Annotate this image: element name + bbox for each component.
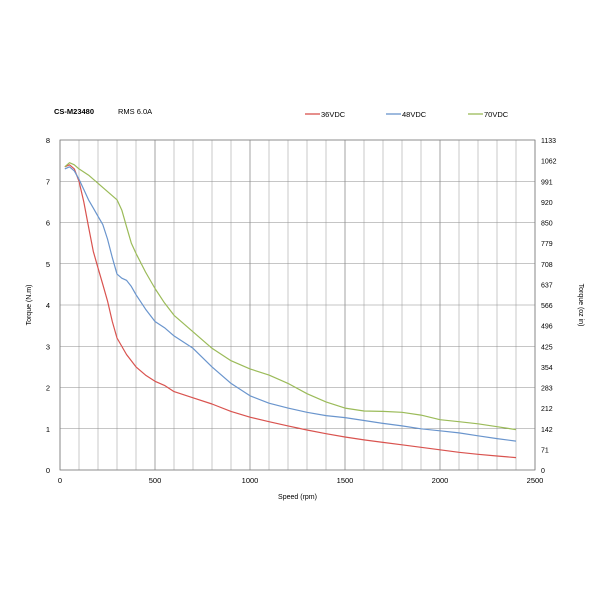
legend-label-36vdc: 36VDC	[321, 110, 346, 119]
model-label: CS-M23480	[54, 107, 95, 116]
y2-tick-label: 991	[541, 179, 553, 186]
y2-tick-label: 779	[541, 241, 553, 248]
y2-tick-label: 142	[541, 427, 553, 434]
y-tick-label: 0	[46, 466, 50, 475]
x-tick-label: 1000	[242, 476, 259, 485]
y-tick-label: 1	[46, 425, 50, 434]
x-tick-label: 1500	[337, 476, 354, 485]
x-tick-label: 2500	[527, 476, 544, 485]
series-layer	[64, 162, 517, 459]
y2-tick-label: 637	[541, 282, 553, 289]
y2-tick-label: 425	[541, 344, 553, 351]
x-axis-title: Speed (rpm)	[278, 494, 317, 501]
y-tick-label: 2	[46, 384, 50, 393]
grid-layer	[59, 139, 536, 471]
y-tick-label: 4	[46, 301, 50, 310]
y2-tick-label: 496	[541, 324, 553, 331]
y-axis-title: Torque (N.m)	[26, 285, 33, 326]
y-tick-label: 7	[46, 177, 50, 186]
x-tick-label: 2000	[432, 476, 449, 485]
y2-tick-label: 354	[541, 365, 553, 372]
y2-tick-label: 212	[541, 406, 553, 413]
series-line-36vdc	[64, 164, 517, 459]
y2-tick-label: 708	[541, 262, 553, 269]
y2-tick-label: 1133	[541, 138, 556, 145]
axis-layer: 0 500 1000 1500 2000 250001234567807114221228…	[26, 136, 584, 501]
legend: 36VDC 48VDC 70VDC	[305, 110, 509, 119]
x-tick-label: 0	[58, 476, 62, 485]
legend-label-48vdc: 48VDC	[402, 110, 427, 119]
y-tick-label: 6	[46, 219, 50, 228]
y-tick-label: 3	[46, 342, 50, 351]
y2-tick-label: 283	[541, 386, 553, 393]
series-line-48vdc	[64, 166, 517, 442]
plot-area-border	[59, 139, 536, 471]
legend-label-70vdc: 70VDC	[484, 110, 509, 119]
y2-axis-title: Torque (oz in)	[577, 284, 584, 327]
x-tick-label: 500	[149, 476, 162, 485]
y2-tick-label: 566	[541, 303, 553, 310]
y-tick-label: 5	[46, 260, 50, 269]
y2-tick-label: 71	[541, 447, 549, 454]
y2-tick-label: 1062	[541, 159, 557, 166]
y-tick-label: 8	[46, 136, 50, 145]
y2-tick-label: 0	[541, 468, 545, 475]
y2-tick-label: 920	[541, 200, 553, 207]
y2-tick-label: 850	[541, 221, 553, 228]
series-line-70vdc	[64, 162, 517, 431]
rms-label: RMS 6.0A	[118, 107, 153, 116]
